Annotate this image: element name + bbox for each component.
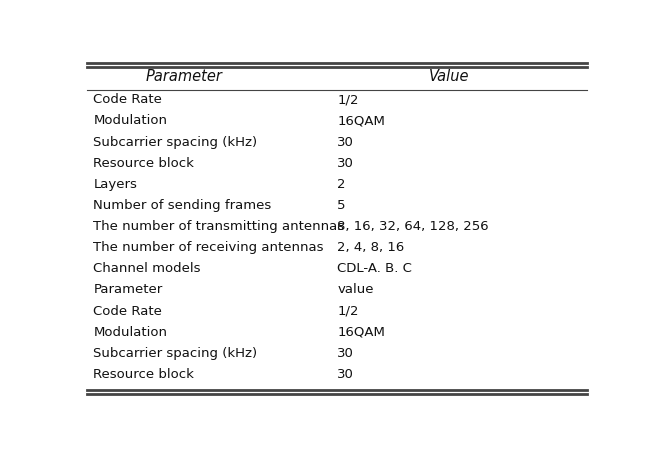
Text: 16QAM: 16QAM (338, 114, 385, 127)
Text: Modulation: Modulation (93, 326, 168, 339)
Text: 30: 30 (338, 368, 354, 381)
Text: Modulation: Modulation (93, 114, 168, 127)
Text: Parameter: Parameter (146, 69, 222, 84)
Text: Number of sending frames: Number of sending frames (93, 199, 272, 212)
Text: 5: 5 (338, 199, 345, 212)
Text: 30: 30 (338, 135, 354, 148)
Text: 8, 16, 32, 64, 128, 256: 8, 16, 32, 64, 128, 256 (338, 220, 489, 233)
Text: 30: 30 (338, 157, 354, 170)
Text: Layers: Layers (93, 178, 138, 191)
Text: Subcarrier spacing (kHz): Subcarrier spacing (kHz) (93, 135, 257, 148)
Text: 2: 2 (338, 178, 345, 191)
Text: Channel models: Channel models (93, 262, 201, 275)
Text: 1/2: 1/2 (338, 93, 359, 106)
Text: value: value (338, 284, 374, 297)
Text: Code Rate: Code Rate (93, 93, 163, 106)
Text: Resource block: Resource block (93, 157, 194, 170)
Text: The number of receiving antennas: The number of receiving antennas (93, 241, 324, 254)
Text: Code Rate: Code Rate (93, 305, 163, 318)
Text: The number of transmitting antennas: The number of transmitting antennas (93, 220, 345, 233)
Text: 30: 30 (338, 347, 354, 360)
Text: Value: Value (429, 69, 470, 84)
Text: Resource block: Resource block (93, 368, 194, 381)
Text: 2, 4, 8, 16: 2, 4, 8, 16 (338, 241, 405, 254)
Text: 1/2: 1/2 (338, 305, 359, 318)
Text: Subcarrier spacing (kHz): Subcarrier spacing (kHz) (93, 347, 257, 360)
Text: CDL-A. B. C: CDL-A. B. C (338, 262, 412, 275)
Text: 16QAM: 16QAM (338, 326, 385, 339)
Text: Parameter: Parameter (93, 284, 163, 297)
